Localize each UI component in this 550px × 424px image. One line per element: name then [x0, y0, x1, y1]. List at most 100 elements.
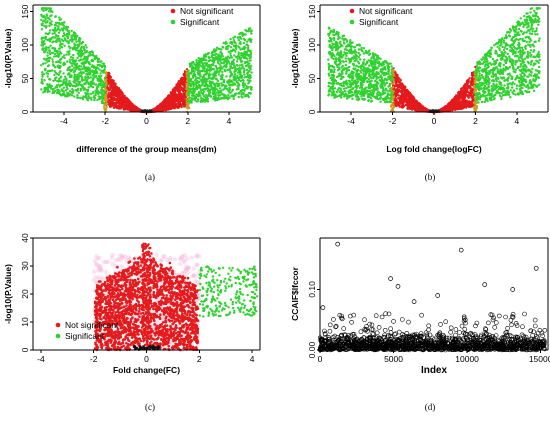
point-significant: [188, 72, 191, 75]
point-significant: [72, 84, 76, 88]
x-axis-title: difference of the group means(dm): [76, 144, 216, 154]
point-significant: [77, 87, 80, 90]
point-significant: [80, 45, 84, 48]
point-significant: [238, 84, 241, 87]
point-significant: [73, 73, 76, 77]
point-significant: [50, 10, 53, 13]
point-significant: [216, 59, 220, 62]
point-significant: [197, 95, 200, 98]
point-significant: [244, 33, 247, 36]
point-significant: [51, 60, 55, 63]
point-significant: [238, 64, 242, 67]
point-significant: [240, 37, 243, 40]
point-not-significant: [160, 102, 164, 106]
point-significant: [212, 57, 216, 60]
point-significant: [203, 67, 206, 70]
point-significant: [227, 50, 230, 53]
point-significant: [232, 48, 235, 51]
point-significant: [80, 83, 83, 87]
point-significant: [239, 90, 242, 93]
point-significant: [229, 70, 232, 74]
point-significant: [63, 44, 66, 47]
point-significant: [102, 62, 106, 65]
point-not-significant: [467, 78, 470, 82]
point-significant: [63, 75, 67, 78]
point-significant: [232, 39, 236, 42]
point-significant: [75, 40, 78, 43]
point-significant: [214, 84, 217, 87]
point-significant: [208, 56, 211, 60]
point-not-significant: [114, 83, 117, 86]
point-significant: [76, 52, 79, 55]
point-not-significant: [164, 98, 167, 101]
point-significant: [51, 41, 54, 44]
point-significant: [186, 99, 189, 103]
point-significant: [58, 23, 61, 26]
point-significant: [220, 77, 224, 81]
point-significant: [44, 67, 47, 71]
point-significant: [52, 47, 55, 50]
point-significant: [88, 51, 91, 54]
point-not-significant: [182, 105, 186, 108]
point-significant: [204, 84, 207, 88]
point-significant: [223, 60, 226, 64]
point-not-significant: [119, 90, 122, 93]
point-significant: [241, 60, 244, 63]
point-significant: [77, 39, 80, 43]
point-significant: [242, 41, 245, 45]
point-not-significant: [119, 98, 122, 101]
point-significant: [51, 58, 54, 61]
point-significant: [200, 89, 203, 92]
point-significant: [86, 99, 90, 102]
point-significant: [226, 88, 229, 91]
point-not-significant: [107, 103, 111, 106]
point-significant: [188, 92, 191, 95]
point-not-significant: [469, 93, 473, 96]
point-not-significant: [169, 94, 173, 98]
point-significant: [74, 82, 78, 85]
point-significant: [250, 32, 253, 35]
point-significant: [246, 94, 250, 97]
point-significant: [237, 51, 240, 54]
point-significant: [52, 79, 55, 83]
point-significant: [43, 88, 47, 92]
point-significant: [211, 81, 214, 84]
point-significant: [207, 60, 210, 63]
point-significant: [246, 79, 249, 82]
point-significant: [91, 74, 95, 77]
point-significant: [217, 56, 220, 59]
point-not-significant: [107, 99, 110, 102]
point-significant: [49, 78, 52, 81]
point-significant: [100, 60, 103, 63]
point-significant: [40, 88, 43, 91]
point-significant: [89, 92, 93, 96]
point-not-significant: [117, 87, 120, 90]
point-significant: [221, 45, 224, 49]
y-tick-label: 150: [20, 4, 30, 18]
point-significant: [92, 54, 96, 58]
point-significant: [186, 87, 190, 90]
point-significant: [85, 66, 88, 69]
point-not-significant: [115, 104, 118, 108]
point-not-significant: [183, 73, 186, 76]
point-significant: [198, 71, 201, 75]
point-not-significant: [156, 106, 159, 109]
point-significant: [238, 32, 241, 36]
point-significant: [97, 60, 100, 64]
point-significant: [55, 60, 58, 64]
point-not-significant: [163, 105, 166, 108]
point-not-significant: [395, 93, 399, 96]
point-significant: [205, 63, 208, 67]
point-not-significant: [166, 96, 169, 99]
point-significant: [44, 62, 47, 65]
point-significant: [193, 95, 196, 98]
scatter-points: [40, 7, 253, 114]
point-significant: [94, 94, 97, 97]
point-significant: [40, 14, 44, 18]
point-not-significant: [111, 79, 115, 82]
point-significant: [66, 50, 69, 54]
point-significant: [62, 21, 66, 24]
point-not-significant: [166, 101, 169, 104]
point-not-significant: [182, 87, 185, 90]
point-significant: [189, 77, 192, 81]
